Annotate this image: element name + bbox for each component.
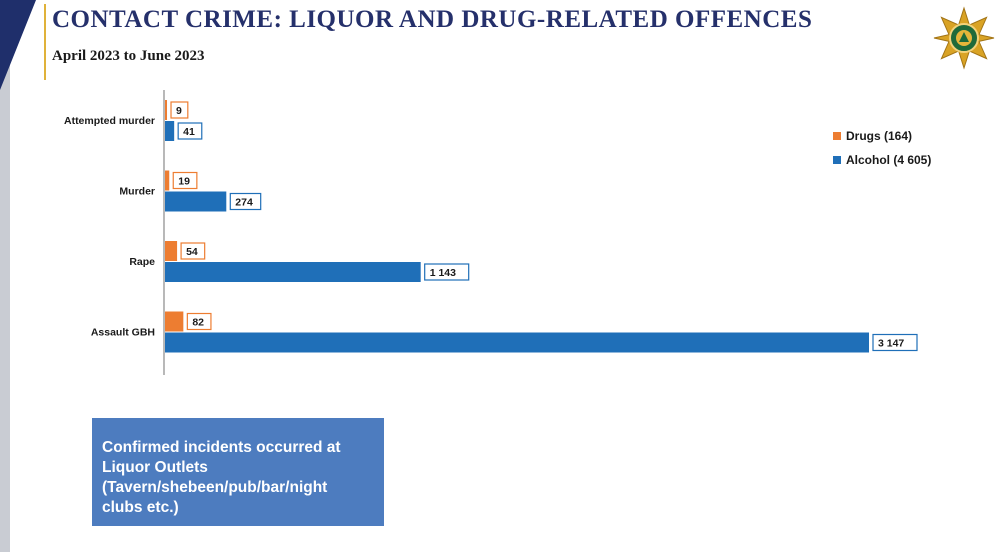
data-label-box [424,263,470,281]
category-label: Murder [119,186,155,198]
bar-chart: Attempted murder Murder Rape Assault GBH 94… [64,90,918,375]
data-label-text: 82 [192,317,204,329]
chart-legend: Drugs (164) Alcohol (4 605) [833,124,931,172]
legend-label-drugs: Drugs (164) [846,129,913,143]
left-decor-accent [0,0,36,90]
legend-label-alcohol: Alcohol (4 605) [846,153,932,167]
note-box: Confirmed incidents occurred at Liquor O… [92,418,384,526]
data-label-alcohol: 1 143 [424,263,470,281]
data-label-text: 19 [178,176,190,188]
data-label-box [177,122,203,140]
data-label-drugs: 82 [186,312,212,331]
data-label-alcohol: 3 147 [872,333,918,352]
data-label-box [172,171,198,190]
bar-alcohol [165,191,227,212]
category-label: Attempted murder [64,115,155,127]
legend-swatch-drugs [833,132,841,140]
bar-drugs [165,170,170,191]
data-label-text: 41 [183,126,195,138]
data-label-drugs: 19 [172,171,198,190]
title-rule [44,4,46,80]
data-label-text: 1 143 [430,267,456,279]
data-label-box [186,312,212,331]
bar-alcohol [165,332,869,353]
legend-swatch-alcohol [833,156,841,164]
page-subtitle: April 2023 to June 2023 [52,48,205,64]
legend-item-alcohol: Alcohol (4 605) [833,148,931,172]
category-label: Rape [129,256,155,268]
bar-alcohol [165,262,421,282]
bar-alcohol [165,121,175,141]
category-label: Assault GBH [91,327,155,339]
data-label-box [170,101,189,119]
page-title: CONTACT CRIME: LIQUOR AND DRUG-RELATED O… [52,6,813,33]
data-label-drugs: 54 [180,242,206,260]
data-label-alcohol: 274 [229,192,262,211]
data-label-text: 9 [176,105,182,117]
legend-item-drugs: Drugs (164) [833,124,931,148]
bar-drugs [165,100,168,120]
data-label-text: 274 [235,197,253,209]
data-label-box [180,242,206,260]
bar-drugs [165,241,178,261]
data-label-text: 54 [186,246,198,258]
data-label-alcohol: 41 [177,122,203,140]
left-decor-band [0,0,10,552]
data-label-box [229,192,262,211]
note-text: Confirmed incidents occurred at Liquor O… [102,439,341,516]
data-label-box [872,333,918,352]
saps-star-emblem-icon [933,6,995,70]
data-label-drugs: 9 [170,101,189,119]
data-label-text: 3 147 [878,338,904,350]
bar-drugs [165,311,184,332]
